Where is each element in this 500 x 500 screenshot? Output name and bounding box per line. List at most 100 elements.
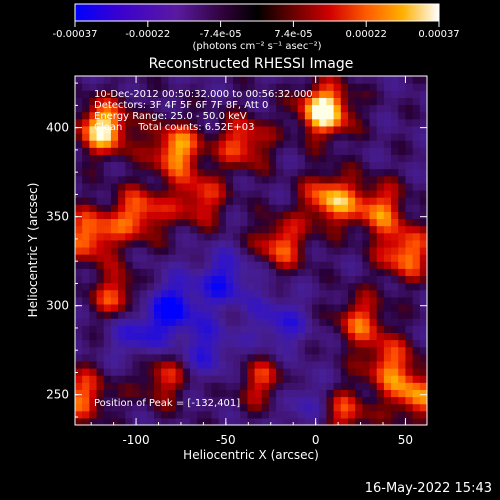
heatmap-cell xyxy=(240,311,248,319)
heatmap-cell xyxy=(376,346,385,355)
heatmap-cell xyxy=(211,90,220,98)
heatmap-cell xyxy=(182,197,191,205)
heatmap-cell xyxy=(118,346,126,355)
heatmap-cell xyxy=(369,318,378,326)
heatmap-cell xyxy=(419,339,427,348)
heatmap-cell xyxy=(89,375,98,383)
heatmap-cell xyxy=(96,368,105,376)
heatmap-cell xyxy=(297,97,306,106)
heatmap-cell xyxy=(103,303,112,312)
heatmap-cell xyxy=(168,410,177,419)
y-tick-label: 400 xyxy=(46,121,69,135)
heatmap-cell xyxy=(182,254,191,262)
heatmap-cell xyxy=(333,403,342,412)
heatmap-cell xyxy=(182,140,191,148)
heatmap-cell xyxy=(233,211,241,220)
heatmap-cell xyxy=(297,125,306,134)
heatmap-cell xyxy=(233,318,241,326)
heatmap-cell xyxy=(283,410,292,419)
heatmap-cell xyxy=(369,289,378,298)
heatmap-cell xyxy=(247,268,256,277)
heatmap-cell xyxy=(304,132,313,141)
heatmap-cell xyxy=(355,175,363,184)
heatmap-cell xyxy=(189,175,198,184)
heatmap-cell xyxy=(168,311,177,319)
heatmap-cell xyxy=(182,332,191,341)
heatmap-cell xyxy=(189,111,198,120)
heatmap-cell xyxy=(355,182,363,191)
heatmap-cell xyxy=(247,218,256,227)
heatmap-cell xyxy=(218,204,227,212)
heatmap-cell xyxy=(419,382,427,390)
heatmap-cell xyxy=(96,403,105,412)
heatmap-cell xyxy=(297,410,306,419)
heatmap-cell xyxy=(276,246,284,255)
heatmap-cell xyxy=(89,182,98,191)
heatmap-cell xyxy=(283,218,292,227)
heatmap-cell xyxy=(254,204,263,212)
heatmap-cell xyxy=(333,118,342,127)
heatmap-cell xyxy=(110,275,119,284)
heatmap-cell xyxy=(283,375,292,383)
heatmap-cell xyxy=(247,325,256,334)
heatmap-cell xyxy=(398,97,407,106)
heatmap-cell xyxy=(139,232,148,241)
heatmap-cell xyxy=(75,389,83,398)
heatmap-cell xyxy=(110,132,119,141)
heatmap-cell xyxy=(103,232,112,241)
heatmap-cell xyxy=(376,396,385,405)
heatmap-cell xyxy=(326,154,335,163)
heatmap-cell xyxy=(340,375,349,383)
heatmap-cell xyxy=(268,118,277,127)
heatmap-cell xyxy=(383,368,392,376)
heatmap-cell xyxy=(182,282,191,291)
heatmap-cell xyxy=(283,90,292,98)
heatmap-cell xyxy=(96,104,105,113)
heatmap-cell xyxy=(304,76,313,84)
heatmap-cell xyxy=(197,311,205,319)
heatmap-cell xyxy=(340,204,349,212)
heatmap-cell xyxy=(103,275,112,284)
heatmap-cell xyxy=(233,154,241,163)
heatmap-cell xyxy=(75,147,83,155)
heatmap-cell xyxy=(333,225,342,234)
heatmap-cell xyxy=(189,368,198,376)
heatmap-cell xyxy=(189,154,198,163)
heatmap-cell xyxy=(146,311,155,319)
heatmap-cell xyxy=(225,396,234,405)
heatmap-cell xyxy=(189,382,198,390)
heatmap-cell xyxy=(369,175,378,184)
heatmap-cell xyxy=(405,104,414,113)
heatmap-cell xyxy=(376,154,385,163)
heatmap-cell xyxy=(168,318,177,326)
heatmap-cell xyxy=(333,268,342,277)
heatmap-cell xyxy=(304,182,313,191)
heatmap-cell xyxy=(161,125,169,134)
heatmap-cell xyxy=(189,104,198,113)
heatmap-cell xyxy=(268,90,277,98)
heatmap-cell xyxy=(276,140,284,148)
heatmap-cell xyxy=(297,318,306,326)
heatmap-cell xyxy=(197,246,205,255)
heatmap-cell xyxy=(369,218,378,227)
heatmap-cell xyxy=(204,382,213,390)
colorbar-ticks: -0.00037 -0.00022 -7.4e-05 7.4e-05 0.00022 0.… xyxy=(53,21,460,40)
heatmap-cell xyxy=(391,296,399,305)
heatmap-cell xyxy=(333,125,342,134)
heatmap-cell xyxy=(405,311,414,319)
heatmap-cell xyxy=(132,396,141,405)
heatmap-cell xyxy=(340,125,349,134)
heatmap-cell xyxy=(247,83,256,91)
heatmap-cell xyxy=(233,140,241,148)
heatmap-cell xyxy=(89,118,98,127)
heatmap-cell xyxy=(362,90,371,98)
heatmap-cell xyxy=(211,346,220,355)
x-axis-ticks: -100 -50 0 50 xyxy=(90,76,413,447)
heatmap-cell xyxy=(218,197,227,205)
heatmap-cell xyxy=(240,189,248,198)
heatmap-cell xyxy=(75,246,83,255)
heatmap-cell xyxy=(240,132,248,141)
heatmap-cell xyxy=(197,97,205,106)
heatmap-cell xyxy=(276,346,284,355)
heatmap-cell xyxy=(189,410,198,419)
